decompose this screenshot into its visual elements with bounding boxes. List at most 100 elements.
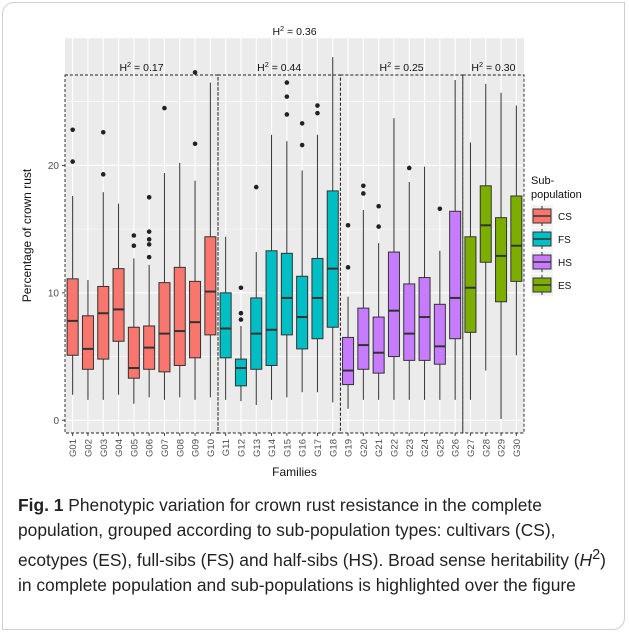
- x-tick-label: G17: [313, 439, 324, 457]
- outlier-point: [437, 206, 443, 212]
- x-tick-label: G03: [99, 439, 110, 457]
- iqr-box: [510, 195, 523, 282]
- outlier-point: [100, 172, 106, 177]
- caption-text-part2: ) in complete population and sub-populat…: [18, 549, 606, 595]
- outlier-point: [146, 242, 152, 247]
- x-tick-label: G04: [114, 439, 125, 457]
- legend: Sub-population CS FS HS ES: [531, 175, 582, 296]
- x-tick-label: G14: [267, 439, 278, 457]
- iqr-box: [189, 280, 202, 359]
- outlier-point: [146, 237, 152, 242]
- x-tick-label: G09: [191, 439, 202, 457]
- box-G25: G25: [433, 206, 446, 457]
- outlier-point: [131, 233, 137, 238]
- box-G24: G24: [418, 166, 431, 457]
- outlier-point: [146, 254, 152, 260]
- outlier-point: [345, 223, 351, 228]
- box-G17: G17: [311, 103, 324, 457]
- outlier-point: [315, 103, 320, 108]
- x-tick-label: G30: [512, 439, 523, 457]
- caption-heritability-symbol: H: [579, 549, 593, 570]
- legend-entry-ES: ES: [558, 281, 572, 292]
- x-tick-label: G07: [160, 439, 171, 457]
- iqr-box: [464, 236, 477, 333]
- iqr-box: [387, 251, 400, 358]
- iqr-box: [418, 277, 431, 361]
- outlier-point: [100, 129, 106, 135]
- x-tick-label: G23: [405, 439, 416, 457]
- box-G13: G13: [250, 184, 263, 457]
- legend-title-line1: Sub-: [531, 175, 555, 187]
- outlier-point: [284, 94, 290, 99]
- box-G27: G27: [464, 142, 477, 457]
- x-tick-label: G05: [129, 439, 140, 457]
- x-tick-label: G13: [252, 439, 263, 457]
- outlier-point: [299, 121, 305, 126]
- iqr-box: [219, 292, 232, 359]
- iqr-box: [495, 217, 508, 303]
- x-tick-label: G18: [328, 439, 339, 457]
- x-tick-label: G06: [145, 439, 156, 457]
- outlier-point: [238, 317, 244, 322]
- figure-caption: Fig. 1 Phenotypic variation for crown ru…: [18, 493, 618, 598]
- iqr-box: [173, 266, 186, 366]
- box-G21: G21: [372, 203, 385, 457]
- x-tick-label: G19: [344, 439, 355, 457]
- iqr-box: [342, 336, 355, 386]
- x-tick-label: G11: [221, 439, 232, 456]
- x-tick-label: G15: [282, 439, 293, 457]
- box-G23: G23: [403, 165, 416, 457]
- box-G26: G26: [449, 80, 462, 457]
- x-tick-label: G12: [236, 439, 247, 457]
- box-G06: G06: [143, 194, 156, 457]
- box-G15: G15: [280, 80, 293, 457]
- caption-text-part1: Phenotypic variation for crown rust resi…: [18, 495, 580, 570]
- outlier-point: [284, 112, 290, 117]
- box-G28: G28: [479, 83, 492, 457]
- box-G29: G29: [495, 92, 508, 457]
- y-axis-title: Percentage of crown rust: [20, 168, 34, 302]
- outlier-point: [70, 127, 75, 133]
- legend-entry-FS: FS: [558, 235, 571, 246]
- outlier-point: [131, 243, 137, 248]
- x-tick-label: G08: [175, 439, 186, 457]
- outlier-point: [315, 110, 320, 116]
- outlier-point: [376, 224, 381, 229]
- iqr-box: [112, 268, 125, 342]
- outlier-point: [361, 191, 366, 196]
- x-tick-label: G27: [466, 439, 477, 457]
- box-G11: G11: [219, 236, 232, 456]
- x-tick-label: G26: [451, 439, 462, 457]
- x-tick-label: G01: [68, 439, 79, 457]
- box-G03: G03: [97, 129, 110, 457]
- outlier-point: [238, 310, 244, 316]
- outlier-point: [162, 105, 167, 111]
- iqr-box: [234, 358, 247, 387]
- box-G19: G19: [342, 223, 355, 457]
- box-G07: G07: [158, 105, 171, 457]
- box-G02: G02: [81, 280, 94, 457]
- y-tick-label: 10: [48, 288, 60, 299]
- iqr-box: [433, 303, 446, 365]
- box-G05: G05: [127, 233, 140, 457]
- outlier-point: [406, 165, 412, 171]
- x-tick-label: G29: [497, 439, 508, 457]
- x-tick-label: G25: [435, 439, 446, 457]
- x-tick-label: G10: [206, 439, 217, 457]
- plot-panel: [65, 38, 524, 433]
- heritability-group-frame: [339, 74, 464, 434]
- x-tick-label: G20: [359, 439, 370, 457]
- x-tick-label: G22: [389, 439, 400, 457]
- x-tick-label: G21: [374, 439, 385, 457]
- outlier-point: [238, 285, 244, 291]
- box-G18: G18: [326, 57, 339, 457]
- legend-entry-HS: HS: [558, 258, 572, 269]
- crown-rust-boxplot-figure: 0 10 20 G01 G02 G03 G04 G05 G06 G07 G08 G09 G10 G11 G1…: [20, 24, 582, 479]
- outlier-point: [146, 229, 152, 234]
- iqr-box: [204, 236, 217, 336]
- iqr-box: [280, 252, 293, 336]
- x-tick-label: G02: [83, 439, 94, 457]
- iqr-box: [479, 185, 492, 263]
- outlier-point: [361, 183, 366, 189]
